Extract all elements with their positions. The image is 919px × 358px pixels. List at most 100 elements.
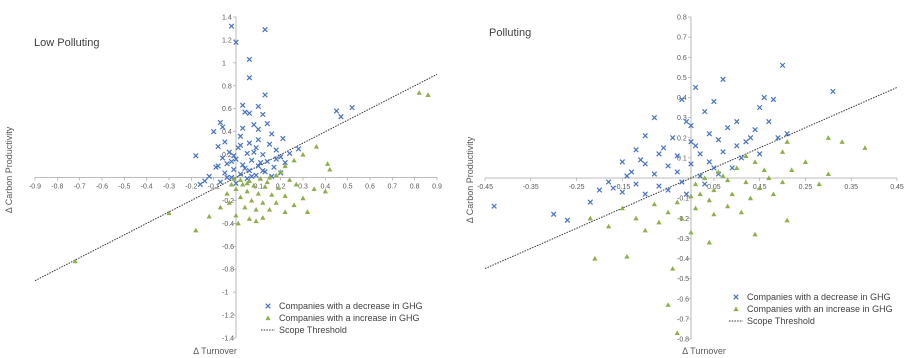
point-decrease (706, 159, 713, 165)
x-tick-label: -0.45 (477, 184, 493, 191)
x-tick-label: 0.35 (844, 184, 858, 191)
point-decrease (233, 180, 239, 186)
point-decrease (706, 131, 713, 137)
point-decrease (253, 144, 259, 151)
point-decrease (660, 145, 667, 151)
point-decrease (674, 169, 680, 175)
x-tick-label: 0.25 (799, 184, 813, 191)
scope-threshold-line (484, 86, 898, 270)
point-decrease (702, 108, 708, 115)
y-tick-label: 0.3 (677, 115, 687, 122)
point-increase (692, 205, 699, 211)
point-decrease (656, 151, 662, 157)
point-decrease (260, 151, 266, 158)
point-increase (293, 181, 299, 187)
point-decrease (282, 159, 288, 166)
y-tick-label: -0.7 (677, 316, 689, 323)
point-decrease (605, 179, 612, 185)
point-decrease (756, 151, 763, 157)
x-tick-label: -0.6 (96, 184, 108, 191)
point-increase (266, 174, 273, 180)
x-tick-label: 0.05 (707, 184, 721, 191)
legend-entry: Scope Threshold (279, 325, 347, 335)
point-increase (300, 151, 306, 157)
point-decrease (246, 56, 253, 63)
x-tick-label: -0.25 (569, 184, 585, 191)
x-tick-label: -0.8 (51, 184, 63, 191)
point-decrease (715, 137, 722, 143)
point-increase (257, 176, 264, 181)
y-tick-label: 1 (222, 60, 226, 67)
point-increase (715, 169, 722, 175)
point-decrease (697, 173, 703, 179)
legend: Companies with a decrease in GHG Companie… (729, 292, 893, 326)
point-increase (651, 201, 657, 207)
point-decrease (260, 111, 266, 118)
point-increase (327, 166, 333, 172)
point-decrease (280, 135, 286, 142)
point-decrease (233, 156, 239, 162)
point-decrease (244, 150, 250, 157)
point-decrease (747, 135, 754, 141)
point-increase (779, 149, 786, 154)
point-increase (246, 178, 252, 184)
point-increase (679, 215, 685, 221)
point-decrease (683, 191, 690, 197)
x-tick-label: 0.7 (387, 184, 397, 191)
point-increase (291, 157, 297, 163)
point-increase (624, 253, 630, 259)
point-increase (226, 200, 232, 205)
point-increase (725, 177, 731, 183)
point-increase (166, 210, 172, 216)
legend-entry: Companies with a decrease in GHG (747, 292, 891, 302)
y-tick-label: -0.5 (677, 276, 689, 283)
series-decrease (491, 62, 836, 223)
point-decrease (231, 152, 237, 159)
point-increase (244, 180, 250, 186)
legend-entry: Companies with a decrease in GHG (279, 301, 423, 311)
legend: Companies with a decrease in GHG Companie… (261, 301, 423, 335)
point-decrease (222, 139, 228, 145)
point-decrease (273, 147, 279, 153)
point-increase (260, 200, 266, 205)
point-increase (802, 159, 809, 164)
point-decrease (633, 181, 639, 187)
y-tick-label: 0.5 (677, 75, 687, 82)
point-decrease (197, 181, 203, 188)
point-increase (656, 219, 662, 225)
point-decrease (269, 131, 275, 137)
point-increase (282, 209, 288, 214)
y-tick-label: 0.8 (677, 15, 687, 22)
point-increase (825, 135, 831, 140)
point-increase (770, 191, 776, 197)
point-increase (688, 229, 694, 235)
y-tick-label: -1.2 (222, 313, 234, 320)
point-decrease (669, 135, 676, 141)
chart-polluting: -0.45-0.35-0.25-0.150.050.150.250.350.45… (465, 15, 904, 357)
point-decrease (349, 104, 355, 111)
point-decrease (257, 159, 264, 166)
point-decrease (237, 142, 244, 149)
point-increase (692, 181, 699, 187)
y-tick-label: -1.4 (222, 336, 234, 343)
point-increase (278, 169, 284, 174)
point-decrease (628, 169, 635, 175)
legend-entry: Scope Threshold (747, 316, 815, 326)
point-increase (697, 191, 703, 197)
point-decrease (752, 126, 758, 133)
point-decrease (219, 155, 226, 161)
point-increase (784, 139, 790, 144)
point-decrease (333, 108, 340, 114)
x-tick-label: 0.5 (343, 184, 353, 191)
point-increase (266, 207, 273, 212)
point-decrease (264, 158, 270, 165)
point-decrease (262, 92, 268, 98)
y-tick-label: -0.6 (222, 244, 234, 251)
point-decrease (266, 141, 273, 147)
point-increase (300, 195, 306, 201)
point-decrease (766, 118, 772, 125)
point-decrease (761, 94, 767, 101)
point-decrease (231, 166, 237, 173)
series-decrease (193, 23, 355, 188)
